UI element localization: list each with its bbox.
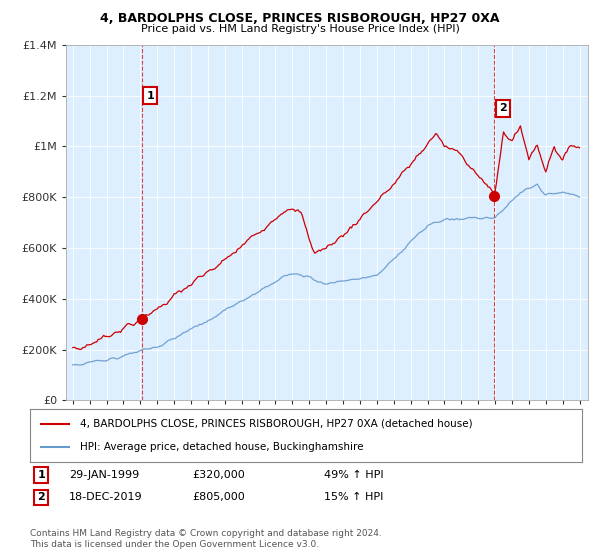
Text: 49% ↑ HPI: 49% ↑ HPI xyxy=(324,470,383,480)
Text: 18-DEC-2019: 18-DEC-2019 xyxy=(69,492,143,502)
Text: £805,000: £805,000 xyxy=(192,492,245,502)
Text: 4, BARDOLPHS CLOSE, PRINCES RISBOROUGH, HP27 0XA (detached house): 4, BARDOLPHS CLOSE, PRINCES RISBOROUGH, … xyxy=(80,419,472,429)
Text: Price paid vs. HM Land Registry's House Price Index (HPI): Price paid vs. HM Land Registry's House … xyxy=(140,24,460,34)
Text: Contains HM Land Registry data © Crown copyright and database right 2024.
This d: Contains HM Land Registry data © Crown c… xyxy=(30,529,382,549)
Text: £320,000: £320,000 xyxy=(192,470,245,480)
Text: 29-JAN-1999: 29-JAN-1999 xyxy=(69,470,139,480)
Text: 2: 2 xyxy=(499,103,507,113)
Text: 15% ↑ HPI: 15% ↑ HPI xyxy=(324,492,383,502)
Text: 1: 1 xyxy=(146,91,154,101)
Text: 2: 2 xyxy=(37,492,45,502)
Text: 1: 1 xyxy=(37,470,45,480)
Text: 4, BARDOLPHS CLOSE, PRINCES RISBOROUGH, HP27 0XA: 4, BARDOLPHS CLOSE, PRINCES RISBOROUGH, … xyxy=(100,12,500,25)
Text: HPI: Average price, detached house, Buckinghamshire: HPI: Average price, detached house, Buck… xyxy=(80,442,363,452)
